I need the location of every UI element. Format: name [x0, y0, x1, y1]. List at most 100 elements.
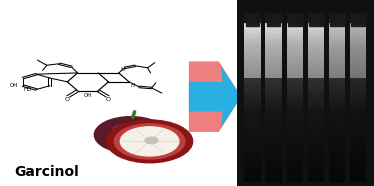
Bar — [308, 166, 324, 169]
Bar — [329, 115, 345, 118]
Bar — [329, 49, 345, 52]
Bar — [266, 46, 282, 49]
Text: Garcinol (50 μM): Garcinol (50 μM) — [276, 2, 335, 9]
Bar — [266, 33, 282, 36]
Bar — [350, 41, 367, 44]
Bar — [329, 51, 345, 54]
Bar — [308, 99, 324, 102]
Bar — [350, 131, 367, 134]
Bar — [329, 57, 345, 60]
Bar — [244, 121, 261, 124]
Bar — [286, 67, 303, 70]
Bar — [329, 99, 345, 102]
Bar — [330, 22, 344, 26]
Bar — [286, 137, 303, 140]
Bar — [266, 155, 282, 158]
Bar — [350, 46, 367, 49]
Bar — [266, 158, 282, 161]
Bar — [329, 33, 345, 36]
Bar — [350, 38, 367, 41]
Bar — [350, 22, 367, 25]
Bar — [350, 139, 367, 142]
Bar — [308, 51, 324, 54]
Bar — [308, 86, 324, 89]
Bar — [286, 38, 303, 41]
Bar — [286, 139, 303, 142]
Bar — [308, 59, 324, 62]
Bar — [329, 129, 345, 132]
Bar — [266, 137, 282, 140]
Bar — [350, 25, 367, 28]
Bar — [286, 43, 303, 46]
Bar — [244, 35, 261, 38]
Bar — [350, 78, 367, 81]
Bar — [286, 163, 303, 166]
Bar — [308, 73, 324, 76]
Bar — [329, 54, 345, 57]
Bar — [329, 65, 345, 68]
Bar — [350, 134, 367, 137]
Bar — [286, 97, 303, 100]
Text: 0: 0 — [250, 10, 255, 19]
Bar — [329, 121, 345, 124]
Text: OH: OH — [84, 93, 92, 98]
Bar — [286, 142, 303, 145]
Bar — [329, 169, 345, 172]
Bar — [244, 147, 261, 150]
Bar — [329, 73, 345, 76]
Bar — [266, 62, 282, 65]
Text: H: H — [131, 83, 135, 88]
Bar — [308, 179, 324, 182]
Bar — [308, 49, 324, 52]
Bar — [350, 150, 367, 153]
Bar — [308, 158, 324, 161]
Bar — [266, 91, 282, 94]
Bar — [308, 27, 324, 30]
Bar — [286, 161, 303, 164]
Bar — [350, 97, 367, 100]
Bar — [308, 161, 324, 164]
Bar — [286, 121, 303, 124]
Bar — [244, 67, 261, 70]
Bar — [244, 129, 261, 132]
Bar — [244, 89, 261, 92]
Circle shape — [120, 127, 179, 156]
Bar — [244, 13, 261, 22]
Bar — [308, 163, 324, 166]
Bar — [266, 43, 282, 46]
Text: O: O — [65, 97, 70, 102]
Bar — [244, 110, 261, 113]
Bar — [286, 123, 303, 126]
Bar — [266, 54, 282, 57]
Bar — [350, 115, 367, 118]
Bar — [308, 107, 324, 110]
Bar — [308, 102, 324, 105]
Bar — [286, 25, 303, 28]
Bar — [308, 150, 324, 153]
Bar — [308, 177, 324, 180]
Bar — [350, 33, 367, 36]
Bar — [308, 25, 324, 28]
Bar — [286, 27, 303, 30]
Bar — [308, 41, 324, 44]
Bar — [308, 155, 324, 158]
Bar — [350, 81, 367, 84]
Bar — [244, 70, 261, 73]
Bar — [286, 73, 303, 76]
Bar — [329, 25, 345, 28]
Bar — [266, 70, 282, 73]
Bar — [244, 142, 261, 145]
Bar — [266, 102, 282, 105]
Bar — [266, 99, 282, 102]
Bar — [329, 155, 345, 158]
Bar — [266, 49, 282, 52]
Circle shape — [145, 137, 158, 144]
Bar — [244, 123, 261, 126]
Bar — [329, 145, 345, 148]
Bar — [266, 38, 282, 41]
Bar — [352, 22, 365, 26]
Bar — [308, 174, 324, 177]
Bar — [266, 166, 282, 169]
Bar — [244, 91, 261, 94]
Bar — [244, 131, 261, 134]
